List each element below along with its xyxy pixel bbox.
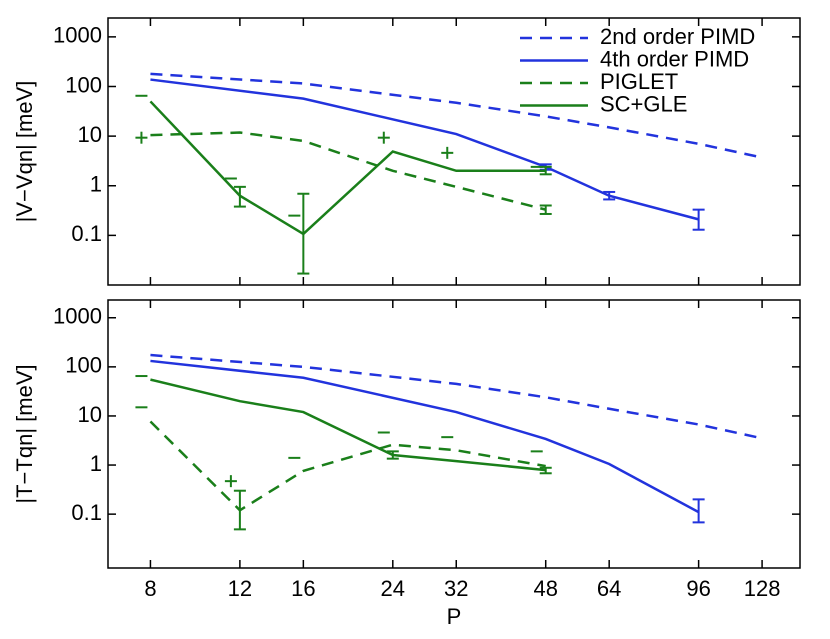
y-tick-label: 10: [78, 402, 102, 427]
legend-label: PIGLET: [600, 69, 678, 94]
y-tick-label: 1: [90, 172, 102, 197]
data-line: [149, 420, 546, 512]
legend-label: 4th order PIMD: [600, 46, 749, 71]
y-axis-label: |T−Tqn| [meV]: [12, 364, 37, 503]
reference-marker: [441, 146, 454, 159]
y-tick-label: 100: [65, 353, 102, 378]
error-bar: [386, 450, 399, 460]
y-tick-label: 1000: [53, 304, 102, 329]
error-bar: [692, 498, 705, 524]
data-line: [150, 353, 763, 440]
error-bar: [539, 204, 552, 215]
data-line: [149, 100, 546, 236]
x-tick-label: 12: [228, 576, 252, 601]
y-axis-label: |V−Vqn| [meV]: [12, 81, 37, 223]
x-tick-label: 96: [686, 576, 710, 601]
reference-marker: [224, 475, 237, 488]
reference-marker: [135, 131, 148, 144]
data-line: [150, 359, 700, 514]
error-bar: [233, 489, 246, 531]
x-tick-label: 64: [597, 576, 621, 601]
y-tick-label: 1000: [53, 23, 102, 48]
x-tick-label: 8: [144, 576, 156, 601]
y-tick-label: 100: [65, 72, 102, 97]
y-tick-label: 1: [90, 451, 102, 476]
data-line: [150, 378, 546, 472]
y-tick-label: 0.1: [71, 500, 102, 525]
y-tick-label: 0.1: [71, 221, 102, 246]
x-tick-label: 24: [381, 576, 405, 601]
reference-marker: [377, 131, 390, 144]
plot-frame: [107, 299, 801, 569]
x-tick-label: 32: [444, 576, 468, 601]
legend-label: SC+GLE: [600, 91, 687, 116]
plot-frame: [107, 17, 801, 286]
error-bar: [603, 190, 616, 201]
x-axis-label: P: [447, 604, 462, 629]
error-bar: [233, 185, 246, 208]
error-bar: [692, 208, 705, 231]
x-tick-label: 128: [744, 576, 781, 601]
legend-label: 2nd order PIMD: [600, 24, 755, 49]
x-tick-label: 48: [533, 576, 557, 601]
error-bar: [539, 466, 552, 475]
error-bar: [297, 192, 310, 275]
data-line: [150, 131, 547, 211]
x-tick-label: 16: [291, 576, 315, 601]
y-tick-label: 10: [78, 122, 102, 147]
data-line: [150, 78, 699, 221]
